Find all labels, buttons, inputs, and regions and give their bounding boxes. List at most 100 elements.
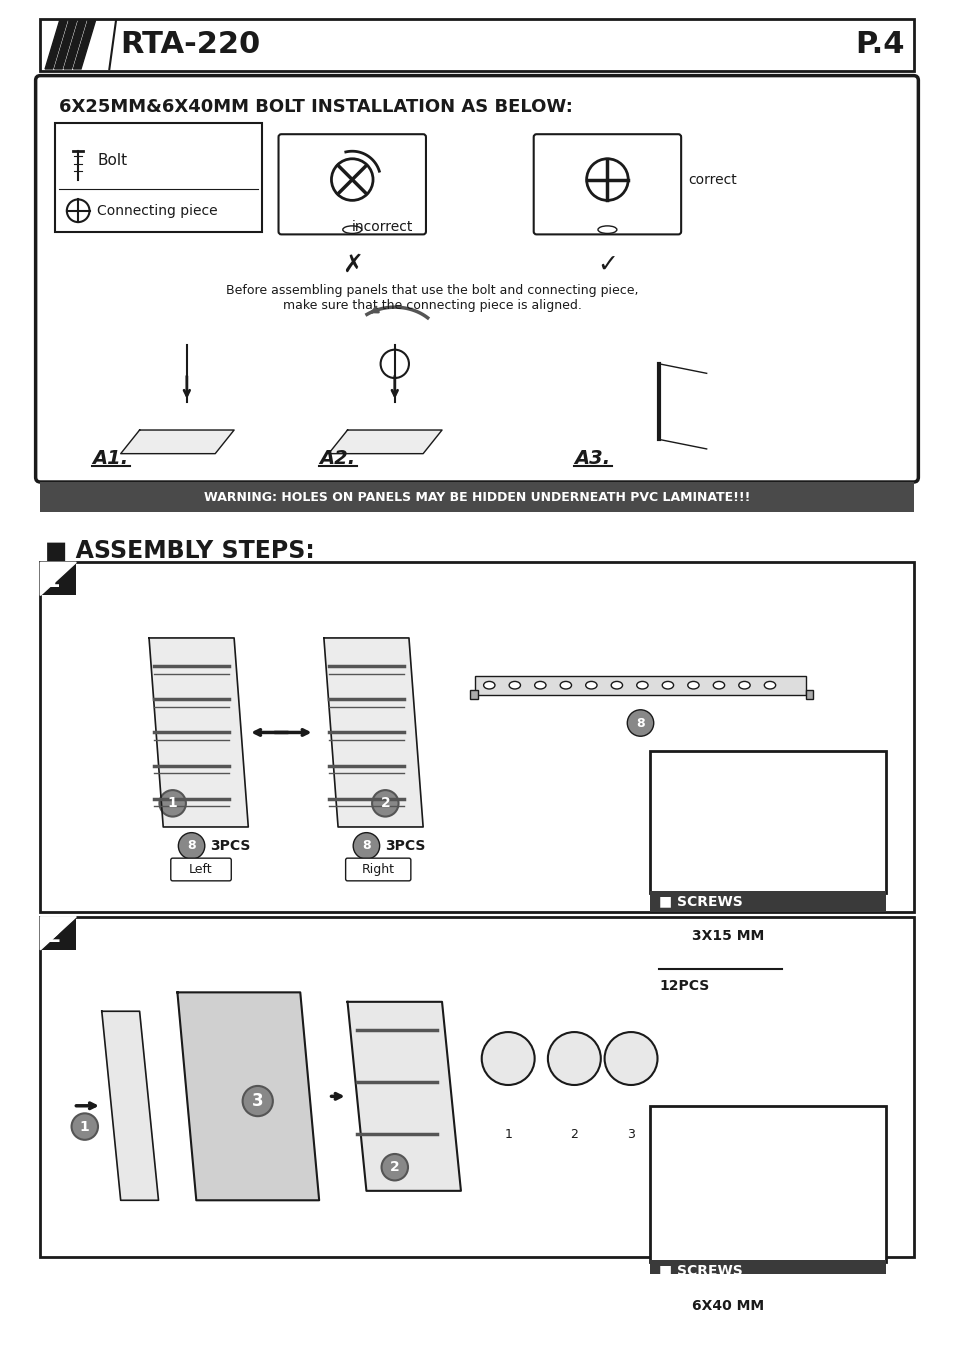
Ellipse shape xyxy=(559,682,571,689)
Text: Before assembling panels that use the bolt and connecting piece,
make sure that : Before assembling panels that use the bo… xyxy=(226,283,639,311)
Ellipse shape xyxy=(509,682,520,689)
Ellipse shape xyxy=(687,682,699,689)
Text: incorrect: incorrect xyxy=(352,220,414,233)
Ellipse shape xyxy=(342,226,361,233)
Text: 12PCS: 12PCS xyxy=(659,979,709,992)
Text: Bolt: Bolt xyxy=(97,154,127,168)
Ellipse shape xyxy=(738,682,749,689)
Ellipse shape xyxy=(713,682,724,689)
FancyBboxPatch shape xyxy=(649,751,885,894)
Bar xyxy=(470,690,477,700)
Text: 3PCS: 3PCS xyxy=(385,838,425,853)
Bar xyxy=(54,123,262,232)
Text: 3: 3 xyxy=(626,1128,635,1140)
Circle shape xyxy=(353,833,379,859)
Text: 8: 8 xyxy=(636,717,644,729)
Text: A2.: A2. xyxy=(319,449,355,468)
Text: ✓: ✓ xyxy=(597,252,618,276)
FancyBboxPatch shape xyxy=(40,562,76,596)
Text: 3: 3 xyxy=(252,1092,263,1109)
Circle shape xyxy=(67,200,90,222)
Text: 1: 1 xyxy=(504,1128,512,1140)
Circle shape xyxy=(604,1033,657,1085)
Polygon shape xyxy=(40,917,76,950)
Text: 1: 1 xyxy=(45,572,60,592)
Polygon shape xyxy=(324,638,423,826)
Circle shape xyxy=(547,1033,600,1085)
Circle shape xyxy=(381,1154,408,1181)
Ellipse shape xyxy=(483,682,495,689)
Text: Right: Right xyxy=(361,863,394,876)
Text: ■ ASSEMBLY STEPS:: ■ ASSEMBLY STEPS: xyxy=(45,539,314,562)
Polygon shape xyxy=(149,638,248,826)
Bar xyxy=(40,483,913,512)
Ellipse shape xyxy=(598,226,617,233)
Circle shape xyxy=(481,1033,534,1085)
Text: Connecting piece: Connecting piece xyxy=(97,204,217,218)
Polygon shape xyxy=(54,20,76,69)
Polygon shape xyxy=(102,1011,158,1200)
Text: Left: Left xyxy=(189,863,213,876)
Text: A1.: A1. xyxy=(92,449,129,468)
FancyBboxPatch shape xyxy=(278,135,426,235)
FancyBboxPatch shape xyxy=(40,562,913,913)
Text: A: A xyxy=(664,929,676,942)
Circle shape xyxy=(71,1113,98,1140)
Bar xyxy=(659,1297,682,1316)
FancyBboxPatch shape xyxy=(533,135,680,235)
Polygon shape xyxy=(328,430,441,454)
Text: 6X25MM&6X40MM BOLT INSTALLATION AS BELOW:: 6X25MM&6X40MM BOLT INSTALLATION AS BELOW… xyxy=(59,98,573,116)
Ellipse shape xyxy=(661,682,673,689)
Text: 3PCS: 3PCS xyxy=(211,838,251,853)
Text: ✗: ✗ xyxy=(341,252,362,276)
FancyBboxPatch shape xyxy=(171,859,231,880)
Text: WARNING: HOLES ON PANELS MAY BE HIDDEN UNDERNEATH PVC LAMINATE!!!: WARNING: HOLES ON PANELS MAY BE HIDDEN U… xyxy=(204,491,749,504)
Polygon shape xyxy=(121,430,233,454)
FancyBboxPatch shape xyxy=(40,917,913,1256)
FancyBboxPatch shape xyxy=(40,917,76,950)
Text: 3X15 MM: 3X15 MM xyxy=(692,929,764,942)
Bar xyxy=(649,891,885,913)
Text: correct: correct xyxy=(687,173,736,186)
Circle shape xyxy=(627,710,653,736)
Bar xyxy=(659,926,682,945)
Polygon shape xyxy=(45,20,67,69)
Text: P.4: P.4 xyxy=(855,31,904,59)
Text: 1: 1 xyxy=(80,1120,90,1134)
Bar xyxy=(805,690,813,700)
Circle shape xyxy=(242,1086,273,1116)
Text: 2: 2 xyxy=(380,797,390,810)
Circle shape xyxy=(586,159,628,201)
Ellipse shape xyxy=(636,682,647,689)
Text: B: B xyxy=(665,1299,676,1313)
Polygon shape xyxy=(64,20,86,69)
Text: ■ SCREWS: ■ SCREWS xyxy=(659,1263,742,1277)
Polygon shape xyxy=(73,20,95,69)
Text: ■ SCREWS: ■ SCREWS xyxy=(659,895,742,909)
Text: 6X40 MM: 6X40 MM xyxy=(692,1299,763,1313)
Polygon shape xyxy=(40,562,76,596)
Text: 2: 2 xyxy=(390,1161,399,1174)
Bar xyxy=(475,675,805,694)
FancyBboxPatch shape xyxy=(40,19,913,71)
Text: 8: 8 xyxy=(187,840,195,852)
Polygon shape xyxy=(177,992,319,1200)
Text: RTA-220: RTA-220 xyxy=(121,31,261,59)
Ellipse shape xyxy=(585,682,597,689)
Circle shape xyxy=(372,790,398,817)
Ellipse shape xyxy=(763,682,775,689)
Text: 8: 8 xyxy=(362,840,371,852)
Ellipse shape xyxy=(611,682,622,689)
Text: 2: 2 xyxy=(570,1128,578,1140)
Bar xyxy=(649,1260,885,1281)
Circle shape xyxy=(331,159,373,201)
Text: 2: 2 xyxy=(45,926,60,946)
Ellipse shape xyxy=(534,682,545,689)
FancyBboxPatch shape xyxy=(35,75,918,483)
Text: 1: 1 xyxy=(168,797,177,810)
Circle shape xyxy=(159,790,186,817)
Text: A3.: A3. xyxy=(574,449,610,468)
FancyBboxPatch shape xyxy=(345,859,411,880)
Circle shape xyxy=(178,833,205,859)
Polygon shape xyxy=(347,1002,460,1190)
